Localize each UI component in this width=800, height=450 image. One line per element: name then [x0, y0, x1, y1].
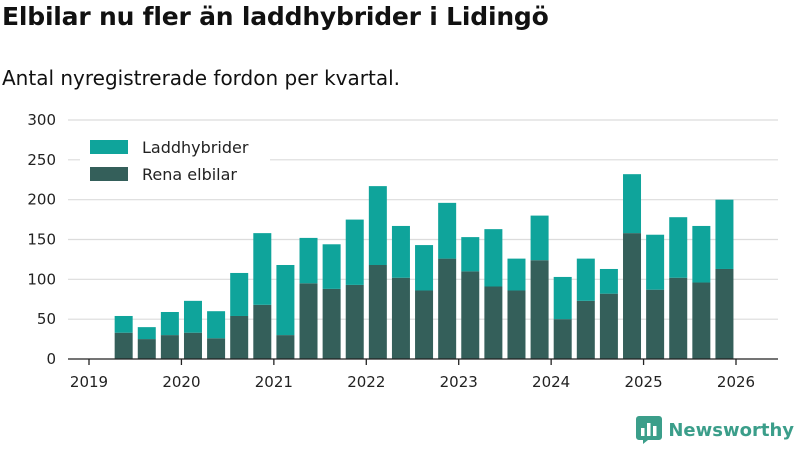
- x-tick-label: 2019: [70, 373, 108, 391]
- x-tick-label: 2022: [347, 373, 385, 391]
- bar-rena-elbilar: [461, 271, 480, 359]
- bar-laddhybrider: [669, 217, 688, 278]
- bar-laddhybrider: [253, 233, 272, 305]
- bar-laddhybrider: [207, 311, 226, 339]
- x-tick-label: 2026: [717, 373, 755, 391]
- bar-laddhybrider: [692, 225, 711, 283]
- bar-rena-elbilar: [253, 304, 272, 359]
- x-tick-label: 2021: [255, 373, 293, 391]
- bar-rena-elbilar: [576, 300, 595, 359]
- bar-rena-elbilar: [415, 290, 434, 359]
- bar-rena-elbilar: [322, 288, 341, 359]
- bar-rena-elbilar: [646, 289, 665, 359]
- bar-rena-elbilar: [715, 268, 734, 359]
- bar-rena-elbilar: [669, 277, 688, 359]
- bar-laddhybrider: [576, 258, 595, 301]
- y-tick-label: 300: [27, 111, 56, 129]
- bar-laddhybrider: [345, 219, 364, 285]
- bar-rena-elbilar: [114, 332, 133, 359]
- y-tick-label: 100: [27, 270, 56, 288]
- y-tick-label: 250: [27, 151, 56, 169]
- bar-rena-elbilar: [299, 283, 318, 359]
- bar-laddhybrider: [507, 258, 526, 291]
- legend-label: Laddhybrider: [142, 138, 249, 157]
- y-tick-label: 150: [27, 231, 56, 249]
- x-tick-label: 2025: [624, 373, 662, 391]
- bar-laddhybrider: [183, 300, 202, 333]
- bar-rena-elbilar: [160, 335, 179, 359]
- brand-name: Newsworthy: [668, 419, 794, 441]
- legend-swatch: [90, 140, 128, 154]
- bar-laddhybrider: [646, 234, 665, 290]
- bar-rena-elbilar: [553, 319, 572, 359]
- bar-rena-elbilar: [207, 338, 226, 359]
- bar-laddhybrider: [623, 174, 642, 234]
- bar-rena-elbilar: [230, 315, 249, 359]
- bar-rena-elbilar: [692, 282, 711, 359]
- bar-rena-elbilar: [391, 277, 410, 359]
- bar-rena-elbilar: [276, 335, 295, 359]
- bar-laddhybrider: [299, 237, 318, 284]
- bar-laddhybrider: [530, 215, 549, 261]
- bar-laddhybrider: [114, 315, 133, 333]
- legend-swatch: [90, 167, 128, 181]
- bar-laddhybrider: [438, 202, 457, 259]
- bar-laddhybrider: [160, 311, 179, 336]
- x-tick-label: 2020: [162, 373, 200, 391]
- chart-subtitle: Antal nyregistrerade fordon per kvartal.: [2, 66, 401, 90]
- bar-rena-elbilar: [137, 339, 156, 359]
- bar-laddhybrider: [391, 225, 410, 278]
- bar-laddhybrider: [553, 276, 572, 320]
- y-tick-label: 200: [27, 191, 56, 209]
- bar-rena-elbilar: [530, 260, 549, 359]
- bar-rena-elbilar: [438, 258, 457, 359]
- y-tick-label: 0: [46, 350, 56, 368]
- bar-rena-elbilar: [507, 290, 526, 359]
- bar-laddhybrider: [599, 268, 618, 294]
- x-tick-label: 2023: [440, 373, 478, 391]
- bar-rena-elbilar: [623, 233, 642, 359]
- bar-laddhybrider: [276, 264, 295, 336]
- bar-laddhybrider: [368, 186, 387, 265]
- bar-rena-elbilar: [484, 286, 503, 359]
- bar-rena-elbilar: [599, 293, 618, 359]
- bar-chart-logo-icon: [636, 416, 663, 444]
- y-tick-label: 50: [37, 310, 56, 328]
- brand-logo[interactable]: Newsworthy: [636, 416, 794, 444]
- bar-rena-elbilar: [183, 332, 202, 359]
- chart-title: Elbilar nu fler än laddhybrider i Liding…: [2, 2, 549, 31]
- bar-laddhybrider: [715, 199, 734, 269]
- bar-laddhybrider: [230, 272, 249, 316]
- bar-rena-elbilar: [345, 284, 364, 359]
- bar-laddhybrider: [461, 237, 480, 272]
- bar-laddhybrider: [484, 229, 503, 287]
- bar-laddhybrider: [322, 244, 341, 289]
- bar-laddhybrider: [415, 245, 434, 291]
- x-tick-label: 2024: [532, 373, 570, 391]
- bar-laddhybrider: [137, 327, 156, 340]
- bar-rena-elbilar: [368, 264, 387, 359]
- legend-label: Rena elbilar: [142, 165, 237, 184]
